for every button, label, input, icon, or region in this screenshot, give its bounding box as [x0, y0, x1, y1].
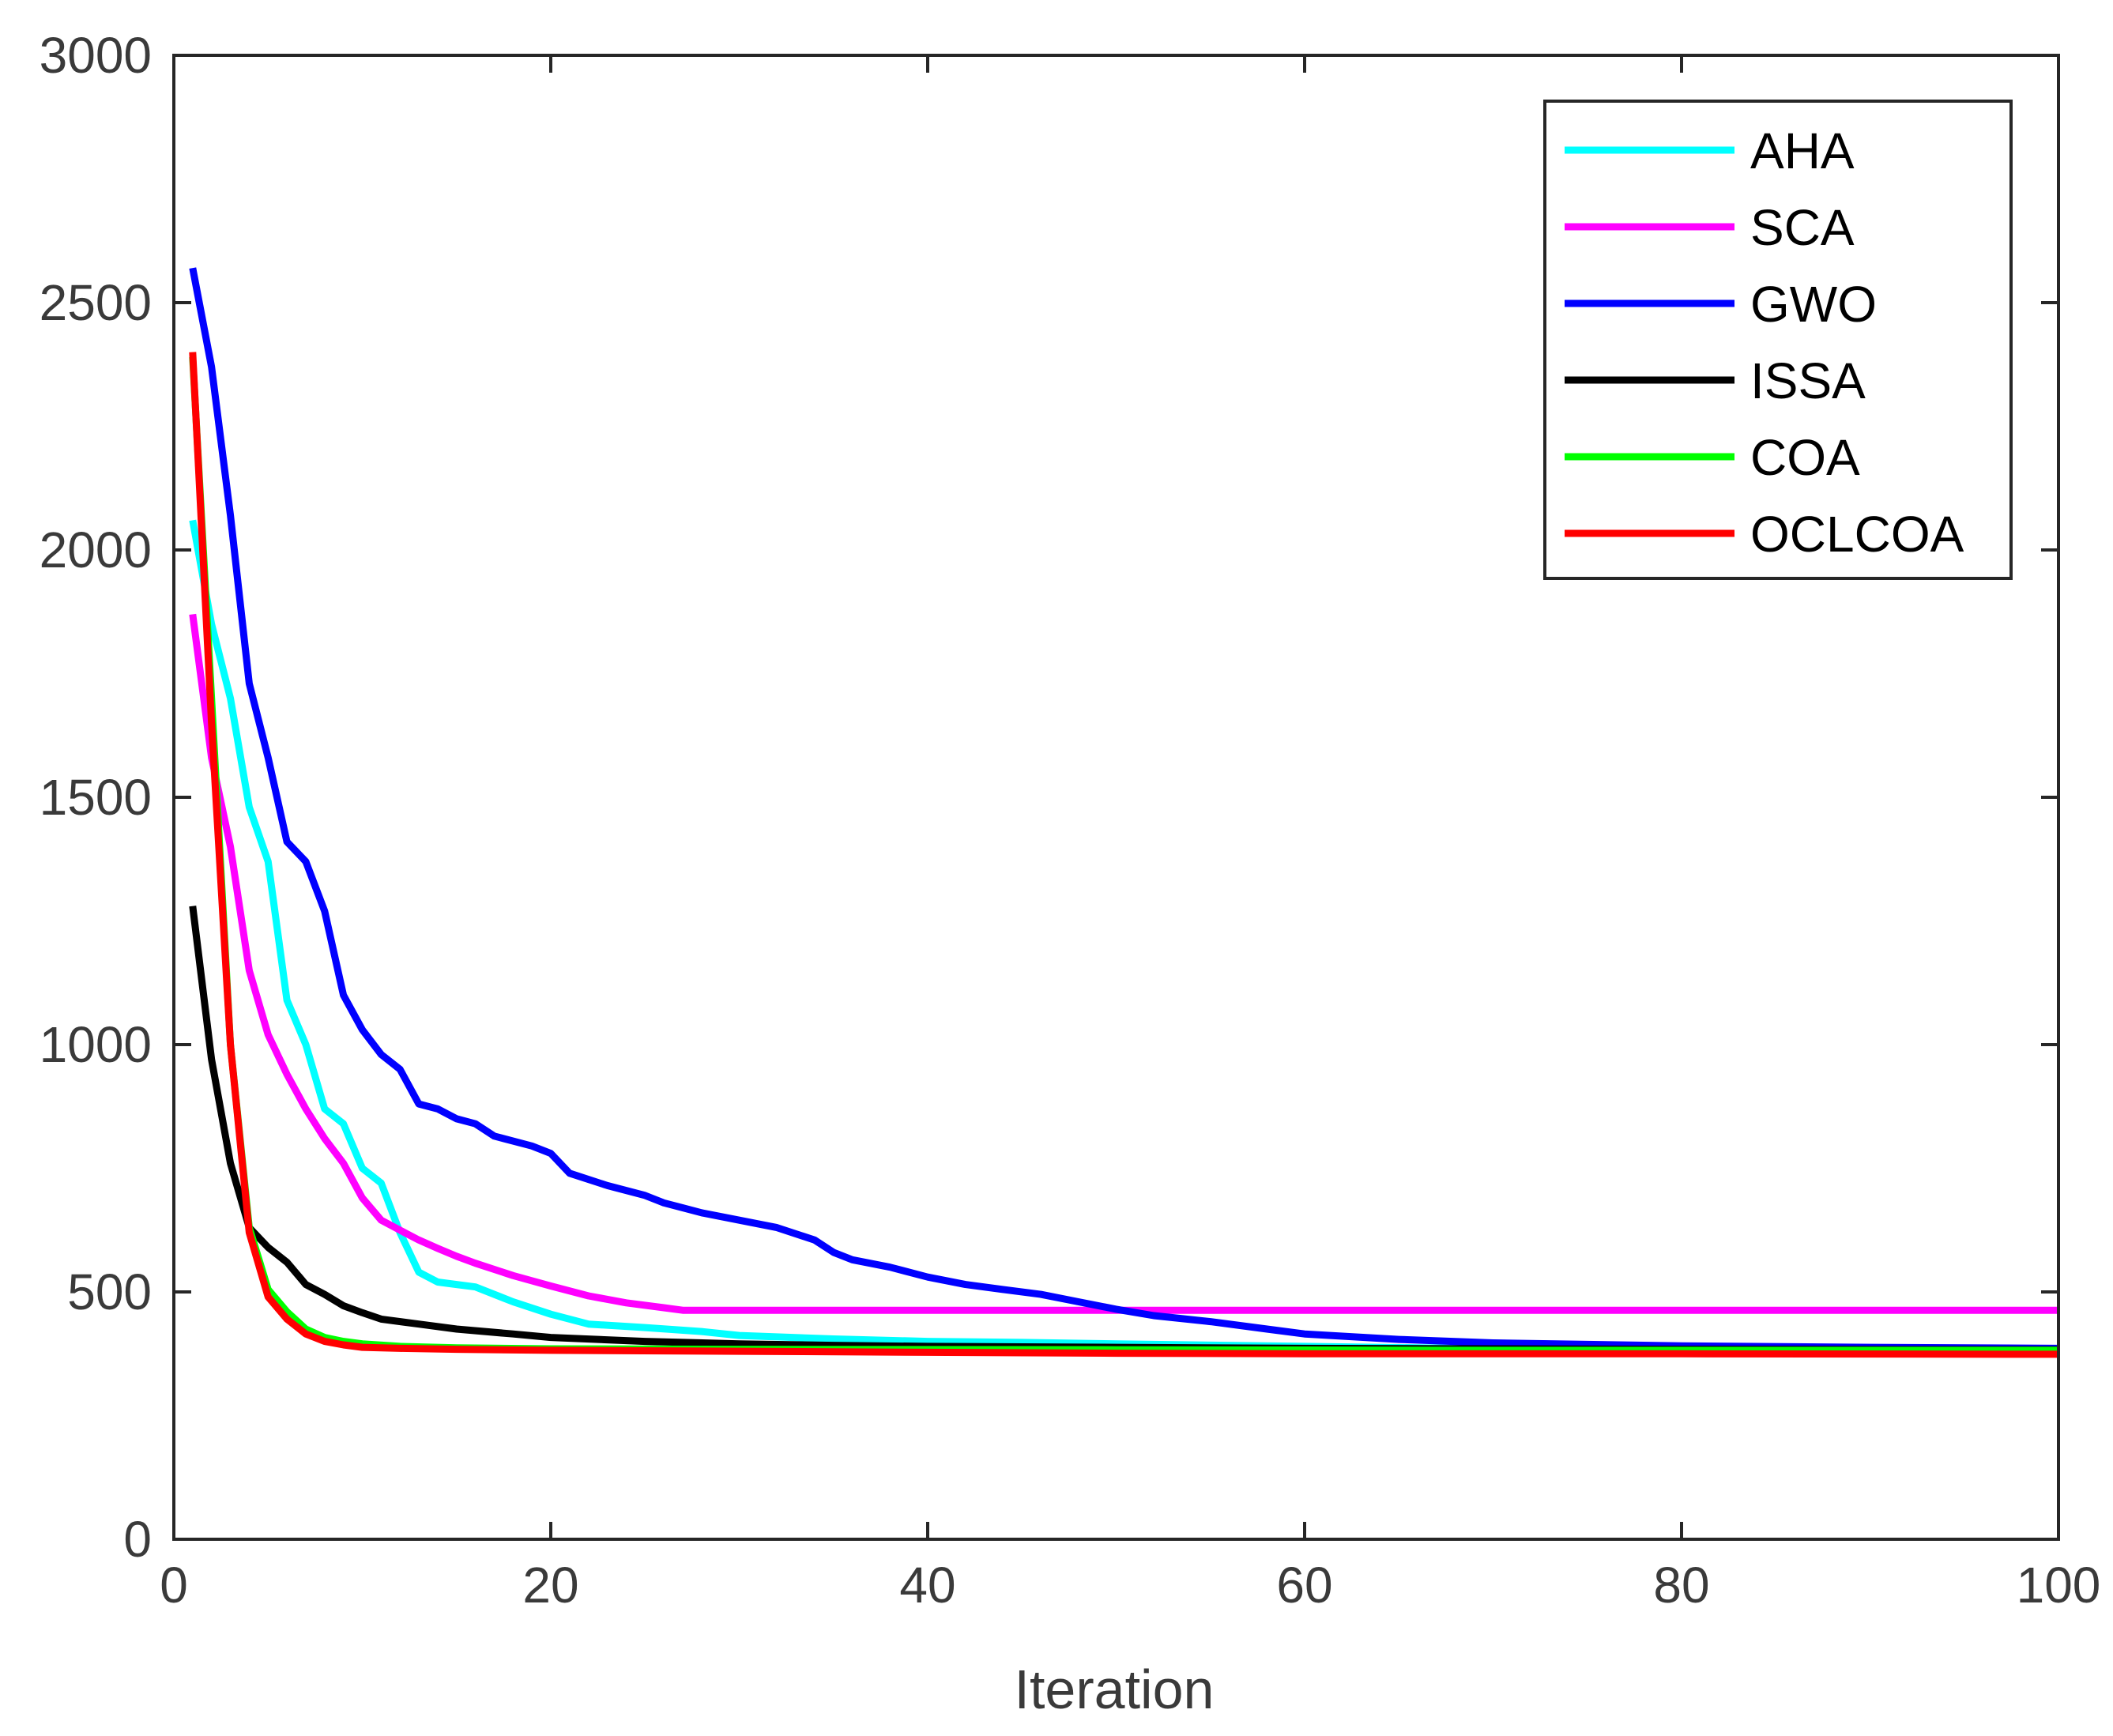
x-axis-label: Iteration: [1015, 1659, 1215, 1720]
y-tick-label: 2000: [40, 522, 152, 578]
x-tick-label: 0: [160, 1557, 188, 1614]
x-tick-label: 80: [1653, 1557, 1709, 1614]
y-tick-label: 1000: [40, 1016, 152, 1073]
y-tick-label: 2500: [40, 274, 152, 331]
x-tick-label: 40: [899, 1557, 955, 1614]
legend-label-coa: COA: [1750, 429, 1860, 486]
x-tick-label: 100: [2017, 1557, 2101, 1614]
legend: AHA SCA GWO ISSA COA OCLCOA: [1543, 100, 2013, 580]
legend-label-aha: AHA: [1750, 122, 1855, 179]
legend-label-sca: SCA: [1750, 199, 1855, 256]
y-tick-label: 0: [123, 1511, 152, 1568]
y-tick-label: 3000: [40, 27, 152, 84]
legend-label-gwo: GWO: [1750, 276, 1877, 333]
x-tick-label: 20: [522, 1557, 578, 1614]
legend-label-issa: ISSA: [1750, 352, 1866, 409]
series-layer: [189, 267, 2059, 1358]
y-tick-label: 1500: [40, 769, 152, 826]
series-line-oclcoa: [189, 352, 2059, 1358]
y-tick-label: 500: [67, 1263, 152, 1320]
x-tick-label: 60: [1276, 1557, 1332, 1614]
series-line-gwo: [189, 267, 2059, 1352]
legend-box: [1543, 100, 2013, 580]
series-line-sca: [189, 613, 2058, 1314]
legend-label-oclcoa: OCLCOA: [1750, 506, 1964, 563]
